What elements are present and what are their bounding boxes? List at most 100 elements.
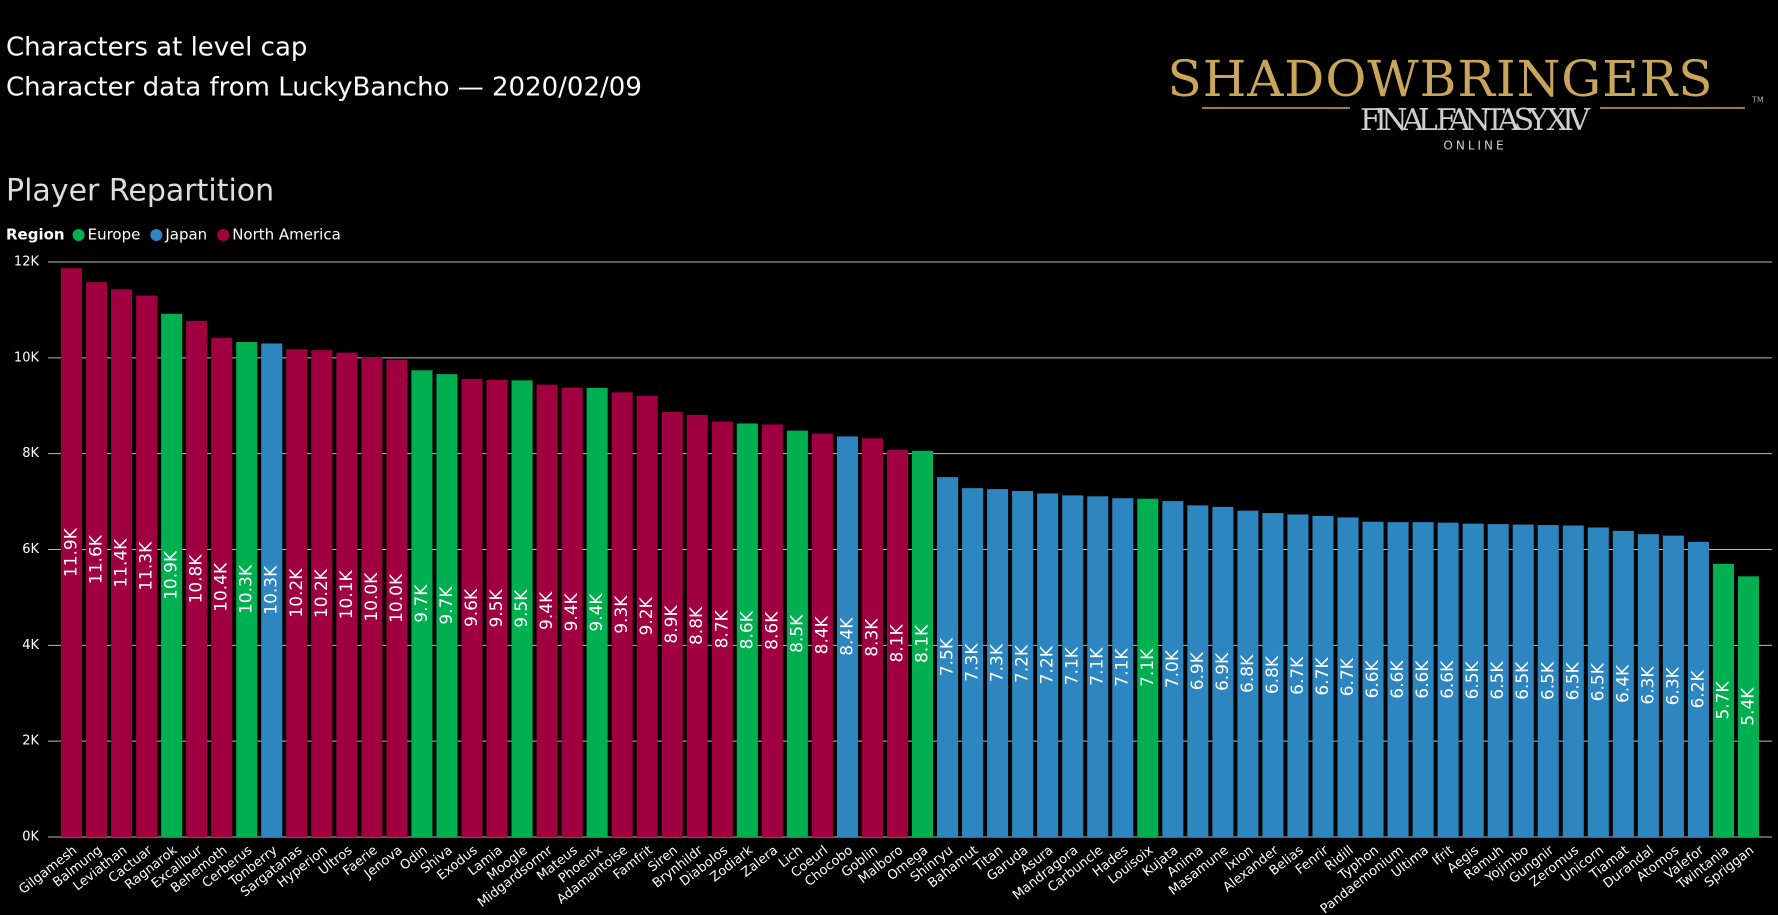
bar xyxy=(1287,514,1309,837)
data-label: 7.3K xyxy=(963,643,983,682)
bar xyxy=(236,342,258,837)
bar xyxy=(86,282,108,837)
chart-title: Player Repartition xyxy=(6,174,274,209)
data-label: 6.8K xyxy=(1238,654,1258,693)
bar xyxy=(912,450,934,837)
bar xyxy=(161,313,183,837)
bar xyxy=(1337,517,1359,837)
data-label: 10.2K xyxy=(312,568,332,618)
page-title: Characters at level cap xyxy=(6,33,307,63)
data-label: 7.5K xyxy=(938,637,958,676)
data-label: 9.4K xyxy=(537,591,557,630)
y-tick-label: 12K xyxy=(14,255,40,270)
bar xyxy=(1237,510,1259,837)
bar xyxy=(686,414,708,837)
data-label: 6.5K xyxy=(1488,661,1508,700)
data-label: 6.6K xyxy=(1438,660,1458,699)
bar xyxy=(1012,491,1034,837)
data-label: 8.3K xyxy=(862,618,882,657)
logo-subtitle: FINAL FANTASY XIV xyxy=(1360,103,1591,138)
data-label: 8.6K xyxy=(737,610,757,649)
data-label: 10.9K xyxy=(162,550,182,600)
data-label: 7.1K xyxy=(1138,648,1158,687)
data-label: 8.1K xyxy=(913,624,933,663)
bar xyxy=(411,370,433,837)
bar xyxy=(1312,515,1334,837)
bar xyxy=(661,411,683,837)
data-label: 6.7K xyxy=(1288,656,1308,695)
data-label: 7.1K xyxy=(1063,646,1083,685)
legend-swatch xyxy=(150,229,163,241)
bar xyxy=(1687,541,1709,837)
bar xyxy=(1437,522,1459,837)
data-label: 6.6K xyxy=(1413,660,1433,699)
data-label: 9.5K xyxy=(487,588,507,627)
data-label: 6.9K xyxy=(1213,652,1233,691)
data-label: 11.6K xyxy=(87,534,107,584)
bar xyxy=(486,379,508,837)
bar xyxy=(311,350,333,837)
data-label: 8.6K xyxy=(762,611,782,650)
page-subtitle: Character data from LuckyBancho — 2020/0… xyxy=(6,73,642,103)
bar xyxy=(1662,535,1684,837)
bar xyxy=(286,349,308,837)
y-tick-label: 2K xyxy=(22,734,39,749)
data-label: 5.7K xyxy=(1713,680,1733,719)
bar xyxy=(186,320,208,837)
bar xyxy=(886,449,908,837)
data-label: 8.8K xyxy=(687,606,707,645)
data-label: 7.0K xyxy=(1163,649,1183,688)
logo-tagline: ONLINE xyxy=(1443,139,1506,153)
data-label: 10.2K xyxy=(287,568,307,618)
logo-title: SHADOWBRINGERS xyxy=(1168,50,1713,108)
data-label: 10.0K xyxy=(387,573,407,623)
data-label: 8.5K xyxy=(787,614,807,653)
bar xyxy=(636,395,658,837)
data-label: 8.4K xyxy=(812,615,832,654)
bar xyxy=(1512,524,1534,837)
data-label: 11.9K xyxy=(62,527,82,577)
bar xyxy=(987,489,1009,837)
data-label: 6.5K xyxy=(1513,661,1533,700)
data-label: 6.5K xyxy=(1588,662,1608,701)
data-label: 10.1K xyxy=(337,569,357,619)
bar xyxy=(1137,498,1159,837)
bar xyxy=(1737,576,1759,837)
data-label: 9.7K xyxy=(412,584,432,623)
bar xyxy=(1062,495,1084,837)
bar xyxy=(1562,525,1584,837)
data-label: 6.7K xyxy=(1313,657,1333,696)
data-label: 10.0K xyxy=(362,572,382,622)
data-label: 10.3K xyxy=(262,565,282,615)
legend-label: Europe xyxy=(88,226,141,244)
bar xyxy=(1087,496,1109,837)
bar xyxy=(511,380,533,837)
legend-swatch xyxy=(217,229,230,241)
bar xyxy=(1537,525,1559,837)
data-label: 9.3K xyxy=(612,595,632,634)
bar xyxy=(1162,501,1184,837)
bar xyxy=(1112,498,1134,837)
bar xyxy=(711,421,733,837)
bar xyxy=(937,477,959,837)
legend-label: Japan xyxy=(164,226,207,244)
bar xyxy=(836,436,858,837)
data-label: 6.5K xyxy=(1563,661,1583,700)
bar xyxy=(61,268,83,838)
data-label: 7.1K xyxy=(1088,647,1108,686)
bar xyxy=(1387,522,1409,837)
data-label: 6.7K xyxy=(1338,657,1358,696)
y-tick-label: 6K xyxy=(22,542,39,557)
bar xyxy=(1262,513,1284,837)
bar xyxy=(736,423,758,837)
legend-title: Region xyxy=(6,226,65,244)
bar xyxy=(436,374,458,837)
bar xyxy=(211,337,233,837)
data-label: 7.3K xyxy=(988,643,1008,682)
bar xyxy=(561,387,583,837)
data-label: 9.6K xyxy=(462,588,482,627)
bar xyxy=(761,424,783,837)
bar xyxy=(136,295,158,838)
